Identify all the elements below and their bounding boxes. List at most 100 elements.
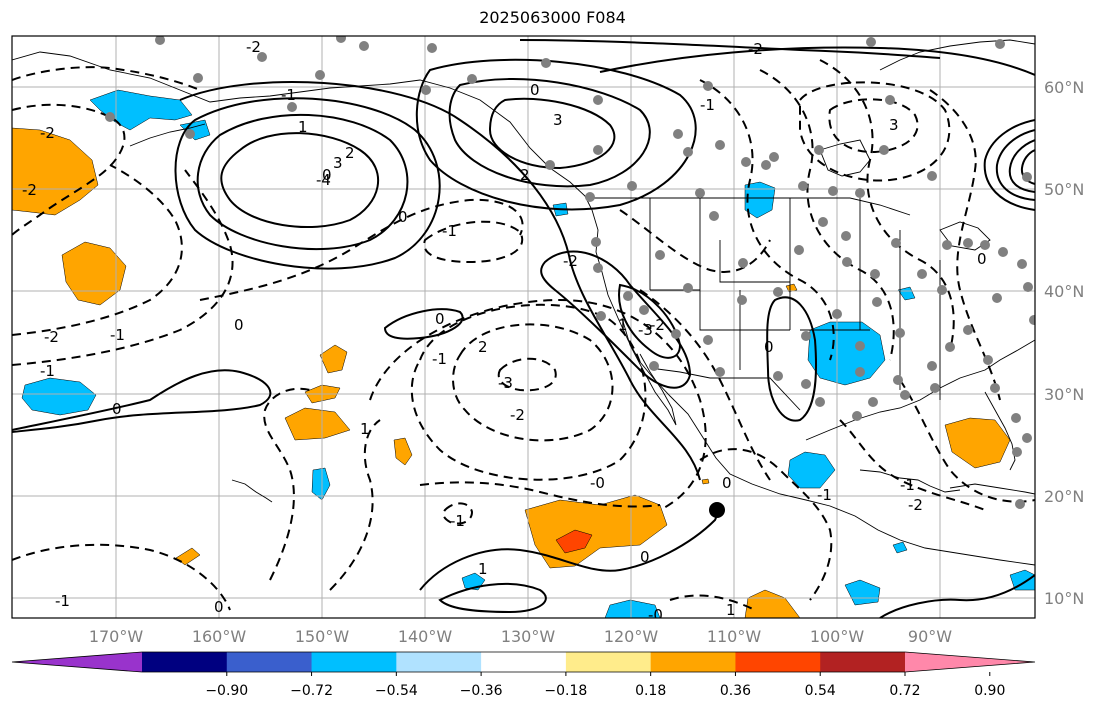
contour-neg-minus3-loop — [497, 357, 557, 392]
contour-pos-3-gulf — [488, 97, 616, 170]
contour-label: 0 — [722, 474, 732, 492]
contour-pos-east-stack-1 — [983, 119, 1035, 211]
contour-pos-california-inner — [618, 283, 682, 359]
lat-label: 50°N — [1044, 180, 1084, 199]
colorbar-segment — [226, 652, 313, 672]
contour-neg-minus1-ring — [410, 303, 647, 481]
shade-orange-4 — [393, 437, 413, 466]
contour-label: -2 — [908, 496, 923, 514]
contour-label: 3 — [553, 111, 563, 129]
contour-neg-baja — [639, 289, 771, 481]
shade-blue-9 — [897, 286, 916, 301]
contour-neg-us-2 — [699, 79, 835, 361]
shade-orange-nw — [12, 127, 99, 216]
coast-aleutians — [129, 123, 206, 147]
coast-baja — [621, 317, 677, 426]
contour-neg-east-2 — [899, 379, 1035, 503]
colorbar-tick-label: 0.72 — [889, 683, 920, 699]
contour-label: -1 — [442, 222, 457, 240]
contour-label: -2 — [650, 316, 665, 334]
shade-blue-11 — [604, 599, 661, 618]
shade-orange-1 — [319, 344, 348, 374]
contour-neg-south-2 — [329, 419, 381, 591]
contour-neg-mex-1 — [699, 448, 833, 601]
contour-neg-mex-2 — [669, 594, 756, 611]
shade-blue-8 — [787, 451, 836, 489]
contour-neg-minus1-small — [442, 502, 474, 525]
colorbar-tick-label: −0.18 — [544, 683, 587, 699]
contour-label: -2 — [22, 181, 37, 199]
shade-blue-2 — [21, 377, 97, 416]
shade-orange-8 — [944, 417, 1011, 469]
coast-alaska — [12, 51, 593, 211]
colorbar-tick-label: 0.36 — [720, 683, 751, 699]
colorbar-tick-label: 0.90 — [974, 683, 1005, 699]
contour-pos-3-low — [220, 132, 379, 229]
contour-pos-2-gulf — [448, 78, 651, 188]
lat-label: 10°N — [1044, 589, 1084, 608]
lon-label: 130°W — [501, 627, 556, 646]
colorbar-outline — [11, 651, 1036, 673]
contour-label: -3 — [498, 374, 513, 392]
colorbar-segment — [396, 652, 482, 672]
contour-label: 0 — [435, 310, 445, 328]
contour-neg-minus1-loop — [423, 220, 523, 264]
colorbar-extend-low — [12, 652, 142, 672]
colorbar-segment — [565, 652, 652, 672]
contour-pos-se — [879, 574, 1035, 618]
contour-neg-ne-ring — [799, 81, 951, 182]
colorbar-tick-label: −0.90 — [205, 683, 248, 699]
negative-anomaly-regions — [21, 89, 1035, 618]
contour-label: -1 — [432, 350, 447, 368]
contour-neg-us-3 — [759, 69, 895, 361]
lat-label: 30°N — [1044, 385, 1084, 404]
shade-red-1 — [555, 529, 593, 554]
lon-label: 110°W — [707, 627, 762, 646]
contour-label: 3 — [333, 154, 343, 172]
contour-pos-west — [12, 369, 272, 433]
lat-label: 60°N — [1044, 78, 1084, 97]
contour-neg-us-1 — [619, 209, 771, 273]
contour-label: 0 — [112, 400, 122, 418]
contour-label: 3 — [889, 116, 899, 134]
colorbar-tick-label: −0.36 — [460, 683, 503, 699]
lon-label: 170°W — [89, 627, 144, 646]
storm-position-marker — [709, 502, 725, 518]
contour-pos-small — [383, 308, 464, 340]
lon-label: 100°W — [810, 627, 865, 646]
contour-label: 1 — [298, 118, 308, 136]
colorbar-tick-label: −0.54 — [375, 683, 418, 699]
contour-neg-gulf-1 — [839, 419, 986, 511]
contour-label: 0 — [640, 548, 650, 566]
colorbar-segment — [650, 652, 736, 672]
contour-value-labels: -2 -2 -1 1 3 2 -2 0 -1 0 3 -2 2 -4 3 0 0… — [22, 38, 987, 619]
contour-neg-nw-2 — [12, 103, 126, 236]
lon-label: 140°W — [398, 627, 453, 646]
shade-orange-10 — [701, 478, 710, 485]
border-us-canada — [592, 197, 911, 216]
coast-great-lakes — [939, 221, 991, 251]
contour-label: -1 — [281, 86, 296, 104]
coast-hawaii — [231, 479, 273, 503]
contour-pos-1-gulf — [415, 58, 697, 211]
contour-label: 0 — [764, 338, 774, 356]
colorbar-segment — [820, 652, 906, 672]
colorbar-segment — [311, 652, 397, 672]
contour-label: 1 — [726, 601, 736, 619]
contour-pos-east-stack-2 — [995, 129, 1035, 201]
colorbar-tick-label: 0.18 — [635, 683, 666, 699]
latitude-labels: 60°N 50°N 40°N 30°N 20°N 10°N — [1044, 78, 1084, 608]
map-frame — [11, 35, 1036, 619]
contour-label: 0 — [398, 208, 408, 226]
shade-orange-9 — [785, 283, 798, 293]
colorbar-segment — [735, 652, 821, 672]
contour-label: -1 — [110, 326, 125, 344]
contour-neg-east-1 — [929, 89, 1001, 401]
contour-label: 2 — [478, 338, 488, 356]
contour-label: 0 — [214, 598, 224, 616]
contour-neg-south-3 — [419, 481, 661, 508]
contour-label: -1 — [55, 592, 70, 610]
contour-label: -2 — [510, 406, 525, 424]
contour-label: -2 — [748, 40, 763, 58]
